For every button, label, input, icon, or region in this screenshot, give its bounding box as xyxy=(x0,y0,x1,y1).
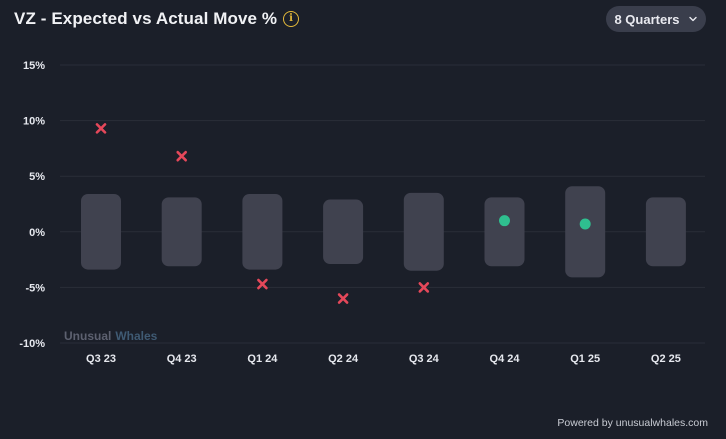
actual-move-miss-marker xyxy=(418,282,430,293)
actual-move-miss-marker xyxy=(337,293,349,304)
footer-credit: Powered by unusualwhales.com xyxy=(557,417,708,429)
y-tick-label: 10% xyxy=(23,116,45,128)
y-tick-label: 0% xyxy=(29,227,45,239)
quarters-dropdown[interactable]: 8 Quarters xyxy=(606,6,706,32)
expected-range-bar xyxy=(81,193,121,270)
expected-range-bar xyxy=(645,197,686,267)
expected-range-bar xyxy=(565,186,606,278)
actual-move-miss-marker xyxy=(176,150,187,162)
expected-range-bar xyxy=(484,197,525,267)
x-tick-label: Q1 24 xyxy=(247,353,278,365)
info-circle-icon[interactable]: i xyxy=(283,11,299,27)
actual-move-miss-marker xyxy=(95,123,107,134)
actual-move-within-marker xyxy=(579,218,591,230)
expected-range-bar xyxy=(403,192,444,271)
actual-move-within-marker xyxy=(499,215,510,227)
watermark: Unusual Whales xyxy=(64,329,158,343)
x-tick-label: Q3 24 xyxy=(409,353,440,365)
x-tick-label: Q4 24 xyxy=(490,353,521,365)
y-tick-label: 15% xyxy=(23,60,45,72)
x-tick-label: Q2 24 xyxy=(328,353,359,365)
actual-move-miss-marker xyxy=(257,278,268,290)
expected-range-bar xyxy=(323,199,364,265)
y-tick-label: -10% xyxy=(19,338,45,350)
y-tick-label: 5% xyxy=(29,171,45,183)
dropdown-label: 8 Quarters xyxy=(614,11,680,27)
y-tick-label: -5% xyxy=(25,282,45,294)
expected-range-bar xyxy=(242,193,283,270)
x-tick-label: Q2 25 xyxy=(651,353,681,365)
x-tick-label: Q3 23 xyxy=(86,353,116,365)
chevron-down-icon xyxy=(688,16,697,22)
x-tick-label: Q4 23 xyxy=(167,353,197,365)
chart-title: VZ - Expected vs Actual Move % xyxy=(14,9,278,28)
expected-range-bar xyxy=(161,197,202,267)
x-tick-label: Q1 25 xyxy=(570,353,600,365)
